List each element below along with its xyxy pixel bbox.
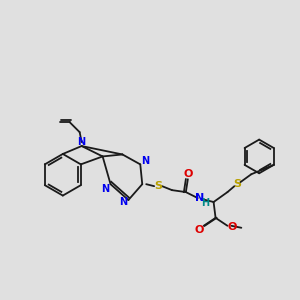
Text: O: O <box>183 169 193 179</box>
Text: O: O <box>194 225 203 235</box>
Text: N: N <box>119 197 128 207</box>
Text: N: N <box>78 137 86 147</box>
Text: N: N <box>141 156 149 167</box>
Text: N: N <box>195 193 204 203</box>
Text: N: N <box>101 184 110 194</box>
Text: H: H <box>202 198 210 208</box>
Text: S: S <box>233 179 242 189</box>
Text: S: S <box>154 181 162 191</box>
Text: O: O <box>228 222 237 232</box>
